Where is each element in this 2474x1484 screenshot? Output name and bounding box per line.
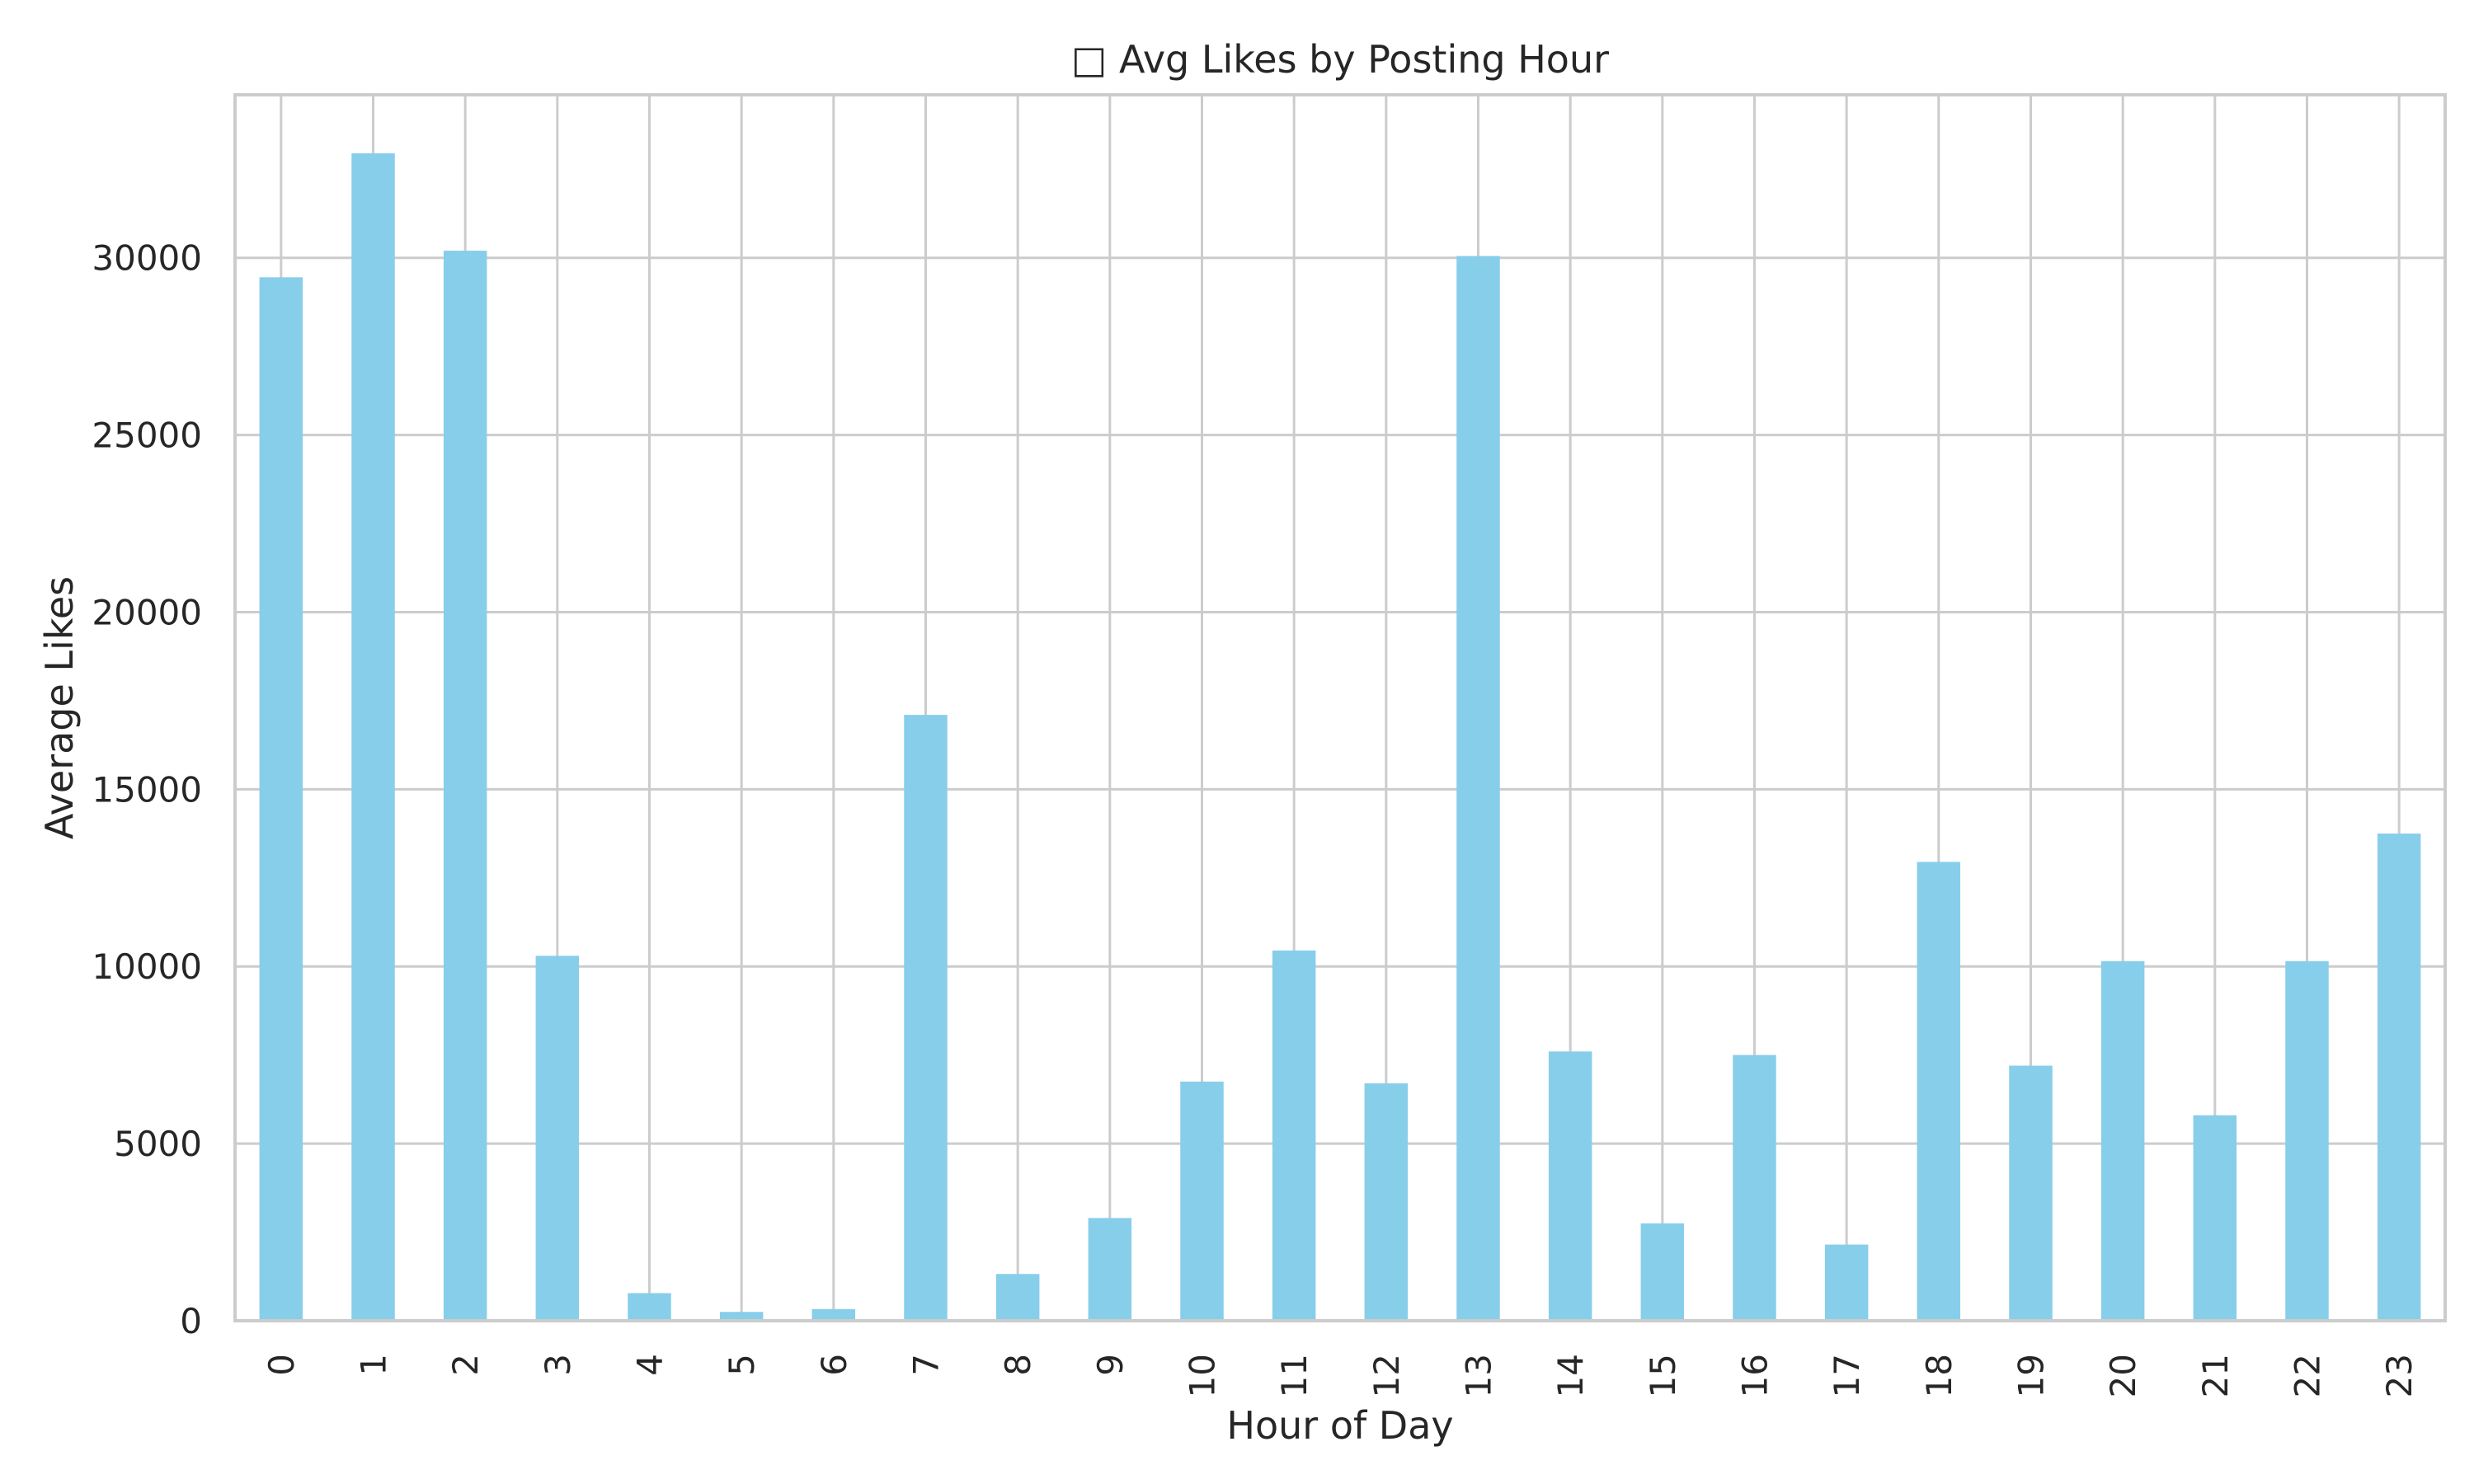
x-tick-label: 5 <box>722 1354 762 1376</box>
bar-hour-13 <box>1456 256 1500 1321</box>
y-axis-ticks: 0 5000 10000 15000 20000 25000 30000 <box>92 238 202 1341</box>
x-tick-label: 20 <box>2103 1354 2143 1397</box>
y-tick-label: 10000 <box>92 946 202 987</box>
bar-hour-9 <box>1088 1218 1132 1321</box>
y-tick-label: 20000 <box>92 592 202 632</box>
bar-hour-4 <box>628 1293 671 1321</box>
x-tick-label: 6 <box>814 1354 854 1376</box>
x-tick-label: 4 <box>630 1354 670 1376</box>
bar-hour-11 <box>1272 950 1316 1321</box>
x-tick-label: 11 <box>1274 1354 1315 1397</box>
x-tick-label: 9 <box>1090 1354 1131 1376</box>
bar-hour-12 <box>1364 1083 1409 1321</box>
x-tick-label: 22 <box>2288 1354 2328 1397</box>
x-tick-label: 12 <box>1366 1354 1407 1397</box>
bar-hour-5 <box>719 1312 764 1321</box>
y-tick-label: 0 <box>180 1301 202 1341</box>
bar-hour-21 <box>2193 1115 2237 1321</box>
x-tick-label: 14 <box>1550 1354 1591 1397</box>
bar-hour-7 <box>904 715 948 1321</box>
x-tick-label: 7 <box>906 1354 947 1376</box>
y-axis-label: Average Likes <box>37 576 82 839</box>
x-tick-label: 19 <box>2011 1354 2052 1397</box>
plot-frame <box>233 93 2447 1322</box>
bar-hour-17 <box>1824 1244 1869 1321</box>
y-tick-label: 30000 <box>92 238 202 279</box>
bar-hour-3 <box>535 956 580 1321</box>
bar-hour-19 <box>2009 1065 2053 1321</box>
bar-hour-18 <box>1917 862 1961 1321</box>
x-tick-label: 1 <box>354 1354 394 1376</box>
y-tick-label: 15000 <box>92 769 202 810</box>
x-tick-label: 10 <box>1183 1354 1223 1397</box>
bar-hour-20 <box>2100 960 2145 1321</box>
bars <box>259 153 2421 1321</box>
bar-hour-0 <box>259 277 303 1321</box>
x-tick-label: 8 <box>998 1354 1038 1376</box>
x-tick-label: 16 <box>1735 1354 1776 1397</box>
bar-hour-2 <box>443 251 487 1321</box>
x-axis-ticks: 0 1 2 3 4 5 6 7 8 9 10 11 12 13 14 15 16 17 18 19 20 21 22 23 <box>261 1354 2420 1397</box>
x-tick-label: 2 <box>445 1354 486 1376</box>
chart-title: □ Avg Likes by Posting Hour <box>1071 37 1609 82</box>
y-tick-label: 5000 <box>114 1124 202 1164</box>
x-tick-label: 18 <box>1919 1354 1959 1397</box>
bar-hour-16 <box>1733 1054 1776 1321</box>
bar-hour-10 <box>1180 1081 1224 1321</box>
x-tick-label: 0 <box>261 1354 302 1376</box>
x-tick-label: 15 <box>1643 1354 1683 1397</box>
x-tick-label: 3 <box>538 1354 578 1376</box>
x-tick-label: 13 <box>1459 1354 1499 1397</box>
bar-hour-15 <box>1640 1223 1685 1321</box>
bar-hour-6 <box>811 1308 856 1321</box>
x-tick-label: 21 <box>2195 1354 2236 1397</box>
bar-hour-14 <box>1548 1051 1592 1321</box>
y-tick-label: 25000 <box>92 416 202 456</box>
bar-hour-23 <box>2377 834 2421 1321</box>
bar-hour-22 <box>2285 960 2329 1321</box>
x-tick-label: 23 <box>2379 1354 2420 1397</box>
bar-hour-8 <box>995 1274 1040 1321</box>
x-axis-label: Hour of Day <box>1226 1403 1453 1448</box>
x-tick-label: 17 <box>1827 1354 1867 1397</box>
bar-hour-1 <box>351 153 395 1321</box>
